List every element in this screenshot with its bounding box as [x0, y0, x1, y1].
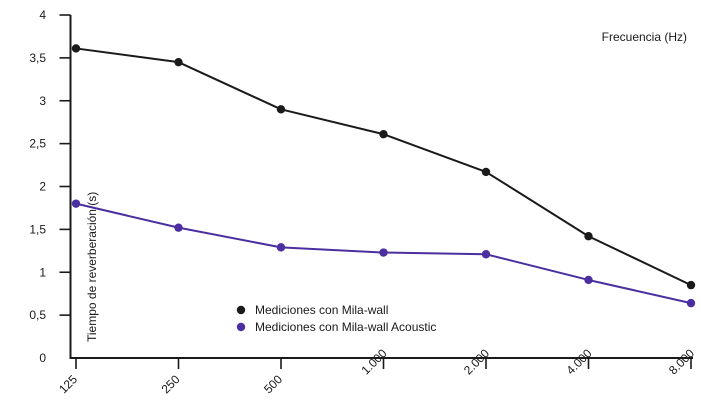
x-tick-label: 2.000 — [461, 346, 492, 377]
x-tick-label: 4.000 — [563, 346, 594, 377]
x-tick-label: 125 — [56, 372, 80, 396]
series-1-point — [174, 223, 183, 232]
series-0-point — [379, 129, 388, 139]
y-tick-label: 4 — [39, 8, 46, 22]
legend-marker-mila-wall — [236, 305, 246, 315]
ticks: 0 0,5 1 1,5 2 2,5 3 3,5 4 125 250 500 1.000 2.000 4.00… — [29, 8, 697, 396]
x-axis-title: Frecuencia (Hz) — [602, 30, 687, 44]
y-tick-label: 2,5 — [29, 137, 46, 151]
series-1-point — [584, 275, 593, 285]
series — [71, 44, 696, 308]
x-tick-label: 250 — [159, 372, 183, 396]
y-tick-label: 2 — [39, 180, 46, 194]
y-tick-label: 0,5 — [29, 308, 46, 322]
series-1-point — [276, 243, 286, 252]
legend-label-mila-wall: Mediciones con Mila-wall — [255, 303, 388, 317]
y-tick-label: 0 — [39, 351, 46, 365]
series-0-point — [71, 44, 81, 53]
series-0-point — [174, 57, 183, 67]
y-tick-label: 3,5 — [29, 51, 46, 65]
y-tick-label: 3 — [39, 94, 46, 108]
series-0-point — [481, 167, 491, 177]
x-tick-label: 8.000 — [666, 346, 697, 377]
x-tick-label: 1.000 — [358, 346, 389, 377]
series-1-point — [379, 248, 388, 257]
legend-marker-mila-wall-acoustic — [236, 322, 246, 332]
legend-label-mila-wall-acoustic: Mediciones con Mila-wall Acoustic — [255, 320, 436, 334]
y-tick-label: 1,5 — [29, 222, 46, 236]
y-tick-label: 1 — [39, 265, 46, 279]
legend: Mediciones con Mila-wall Mediciones con … — [236, 303, 436, 334]
series-1-point — [481, 250, 491, 259]
series-0-point — [276, 105, 286, 114]
y-axis-title: Tiempo de reverberación (s) — [85, 192, 99, 342]
series-0-point — [686, 280, 696, 290]
series-1-point — [686, 298, 696, 308]
series-0-point — [584, 232, 593, 241]
x-tick-label: 500 — [261, 372, 285, 396]
series-1-point — [71, 199, 81, 208]
